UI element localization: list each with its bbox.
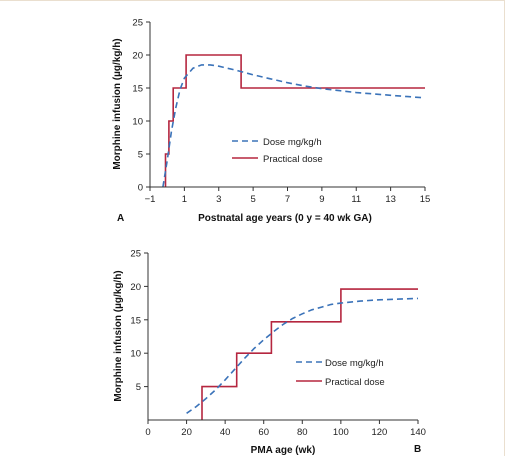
y-tick-label: 15 [130,315,141,326]
series-line-practical-dose [201,288,418,420]
series-line-dose [162,64,426,188]
legend: Dose mg/kg/h Practical dose [296,358,385,388]
x-axis-label: PMA age (wk) [251,445,316,456]
legend-label-practical: Practical dose [263,154,323,165]
x-tick-label: 80 [297,427,308,438]
legend-label-dose: Dose mg/kg/h [263,137,322,148]
y-tick-label: 25 [132,18,143,29]
panel-label-a: A [117,213,124,224]
x-tick-label: 140 [410,427,426,438]
figure-frame [0,0,505,456]
legend-label-practical: Practical dose [325,377,385,388]
y-tick-label: 10 [132,117,143,128]
legend: Dose mg/kg/h Practical dose [232,137,323,165]
chart-panel-a: Morphine infusion (µg/kg/h) Postnatal ag… [112,18,430,225]
x-tick-label: 15 [420,194,431,205]
legend-label-dose: Dose mg/kg/h [325,358,384,369]
y-axis-label: Morphine infusion (µg/kg/h) [112,38,123,169]
series-line-practical-dose [164,54,425,187]
y-tick-label: 20 [132,51,143,62]
y-tick-label: 5 [138,150,143,161]
x-tick-label: 0 [145,427,150,438]
chart-panel-b: Morphine infusion (µg/kg/h) PMA age (wk)… [113,249,426,457]
x-axis-label: Postnatal age years (0 y = 40 wk GA) [198,213,372,224]
x-tick-label: 9 [319,194,324,205]
y-axis-label: Morphine infusion (µg/kg/h) [113,270,124,401]
x-tick-label: 13 [385,194,396,205]
x-tick-label: 60 [258,427,269,438]
panel-label-b: B [414,444,421,455]
x-tick-label: 3 [216,194,221,205]
y-tick-label: 25 [130,249,141,260]
x-tick-label: 20 [181,427,192,438]
x-tick-label: 7 [285,194,290,205]
y-tick-label: 15 [132,84,143,95]
series-line-dose [186,297,419,414]
y-tick-label: 0 [138,183,143,194]
x-tick-label: 1 [182,194,187,205]
y-tick-label: 20 [130,282,141,293]
x-tick-label: 11 [351,194,361,205]
x-tick-label: 40 [220,427,231,438]
y-tick-label: 10 [130,349,141,360]
x-tick-label: 5 [250,194,255,205]
x-tick-label: −1 [145,194,156,205]
x-tick-label: 120 [371,427,387,438]
y-tick-label: 5 [136,382,141,393]
x-tick-label: 100 [333,427,349,438]
